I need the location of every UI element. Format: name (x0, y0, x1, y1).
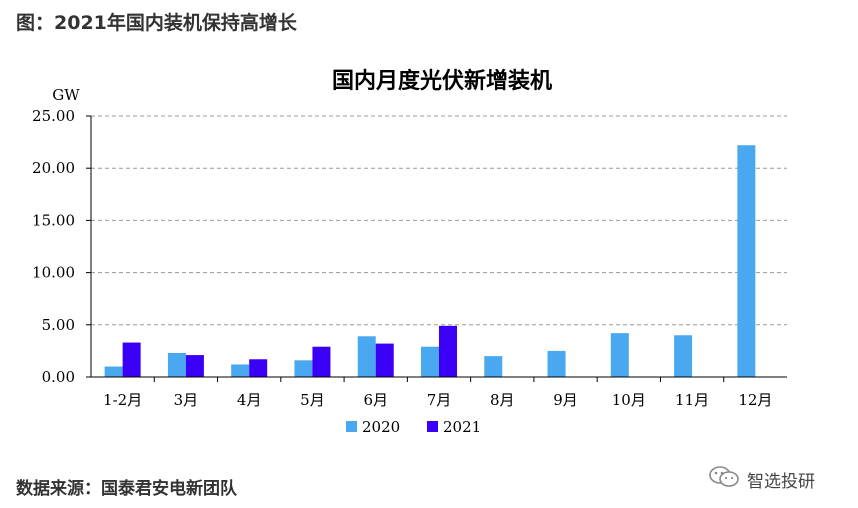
x-tick-label: 12月 (738, 391, 772, 409)
bar-2020-1-2月 (104, 366, 123, 377)
bar-chart: 国内月度光伏新增装机 GW 0.00 5.00 10.00 15.00 20.00 25.… (32, 68, 787, 436)
x-tick-label: 5月 (300, 391, 325, 409)
bar-2021-4月 (249, 359, 268, 377)
x-tick-label: 4月 (237, 391, 262, 409)
bar-2021-5月 (312, 346, 331, 377)
legend-swatch-2020 (346, 421, 357, 432)
bar-2021-1-2月 (122, 342, 141, 377)
bar-2020-8月 (484, 356, 503, 377)
watermark: 智选投研 (707, 466, 815, 492)
bar-2021-6月 (375, 343, 394, 377)
chart-title: 国内月度光伏新增装机 (332, 68, 552, 94)
bar-2020-3月 (167, 352, 186, 377)
bars (104, 145, 756, 377)
source-note: 数据来源：国泰君安电新团队 (16, 479, 237, 499)
chart-container: 国内月度光伏新增装机 GW 0.00 5.00 10.00 15.00 20.00 25.… (0, 44, 858, 464)
y-tick-label: 25.00 (32, 107, 75, 125)
bar-2020-10月 (610, 333, 629, 377)
bar-2021-3月 (185, 355, 204, 377)
bar-2020-9月 (547, 350, 566, 377)
x-tick-label: 1-2月 (103, 391, 142, 409)
legend-swatch-2021 (427, 421, 438, 432)
bar-2020-5月 (294, 360, 313, 377)
y-axis-unit: GW (52, 86, 80, 104)
bar-2021-7月 (439, 325, 457, 377)
axes: 0.00 5.00 10.00 15.00 20.00 25.00 1-2月 3月 4月 5月 6月… (32, 107, 787, 409)
x-tick-label: 8月 (490, 391, 515, 409)
legend-label-2021: 2021 (443, 418, 481, 436)
x-tick-label: 6月 (363, 391, 388, 409)
x-tick-label: 11月 (675, 391, 709, 409)
y-tick-label: 15.00 (32, 211, 75, 229)
y-tick-label: 0.00 (42, 368, 75, 386)
y-tick-label: 10.00 (32, 264, 75, 282)
legend-label-2020: 2020 (362, 418, 400, 436)
watermark-text: 智选投研 (747, 471, 815, 492)
x-tick-label: 10月 (612, 391, 646, 409)
bar-2020-12月 (737, 145, 756, 377)
x-tick-label: 7月 (427, 391, 452, 409)
legend: 2020 2021 (346, 418, 481, 436)
bar-2020-4月 (231, 364, 250, 377)
bar-2020-11月 (674, 335, 693, 377)
figure-caption: 图：2021年国内装机保持高增长 (16, 12, 297, 34)
bar-2020-7月 (421, 346, 439, 377)
x-tick-label: 9月 (553, 391, 578, 409)
y-tick-label: 5.00 (42, 316, 75, 334)
bar-2020-6月 (357, 336, 376, 377)
y-tick-label: 20.00 (32, 159, 75, 177)
x-tick-label: 3月 (174, 391, 199, 409)
wechat-icon (707, 466, 741, 492)
grid-lines (91, 115, 787, 326)
